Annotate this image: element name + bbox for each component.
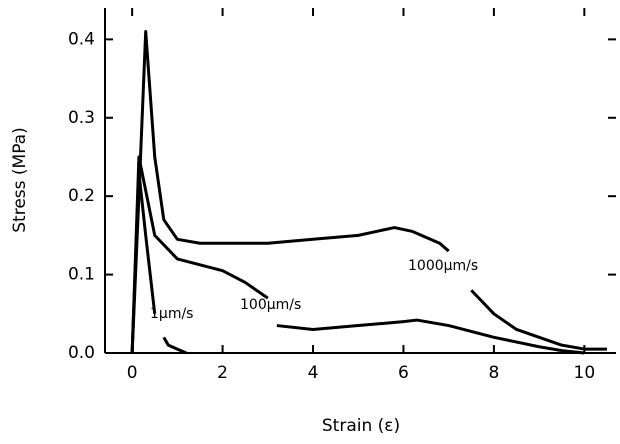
x-tick-label: 4 — [308, 363, 319, 383]
series-line — [130, 155, 585, 355]
y-tick-label: 0.0 — [68, 343, 95, 363]
x-axis-label: Strain (ε) — [322, 416, 400, 436]
series-label: 100μm/s — [240, 297, 301, 313]
y-tick-label: 0.4 — [68, 29, 95, 49]
x-tick-label: 10 — [574, 363, 596, 383]
series-label: 1μm/s — [150, 306, 193, 322]
x-tick-label: 0 — [127, 363, 138, 383]
y-tick-label: 0.3 — [68, 108, 95, 128]
y-tick-label: 0.1 — [68, 265, 95, 285]
series-label: 1000μm/s — [408, 258, 478, 274]
y-axis-label: Stress (MPa) — [10, 127, 30, 233]
x-tick-label: 8 — [488, 363, 499, 383]
x-tick-label: 6 — [398, 363, 409, 383]
series-line — [130, 171, 187, 355]
series-line — [130, 30, 607, 354]
y-tick-label: 0.2 — [68, 186, 95, 206]
x-tick-label: 2 — [217, 363, 228, 383]
